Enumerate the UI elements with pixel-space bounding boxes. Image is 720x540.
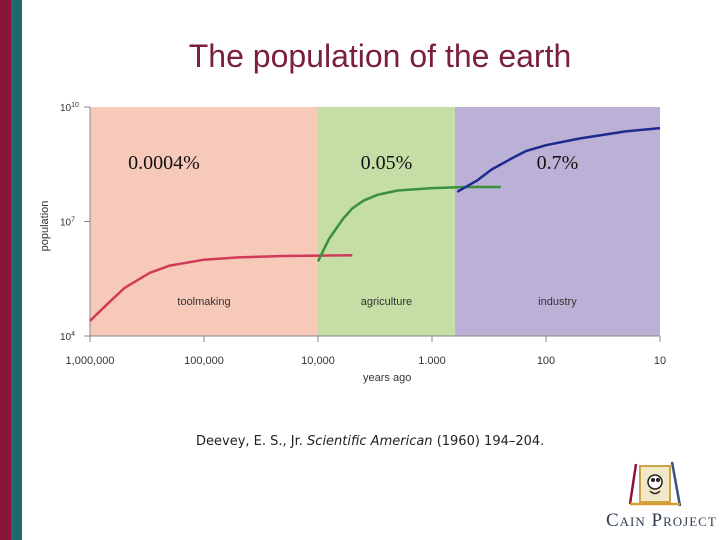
y-axis-label: population [39, 201, 51, 252]
series-line-1 [89, 254, 353, 322]
growth-rate-agriculture: 0.05% [361, 152, 413, 174]
tripod-figure-icon [628, 461, 682, 507]
growth-rate-industry: 0.7% [537, 152, 579, 174]
chart-regions [90, 107, 660, 336]
y-tick-label: 107 [60, 217, 75, 229]
region-label-agriculture: agriculture [361, 296, 412, 308]
region-label-industry: industry [538, 296, 577, 308]
left-stripe-red [0, 0, 11, 540]
x-tick-label: 1.000 [418, 355, 446, 367]
slide-title: The population of the earth [188, 38, 572, 74]
y-tick-label: 104 [60, 331, 75, 343]
citation-details: (1960) 194–204. [436, 434, 545, 449]
x-tick-label: 10,000 [301, 355, 335, 367]
growth-rate-toolmaking: 0.0004% [128, 152, 200, 174]
series-line-2 [316, 185, 501, 262]
region-toolmaking [90, 107, 318, 336]
series-line-3 [456, 126, 661, 193]
chart-labels: toolmaking 0.0004% agriculture 0.05% industr… [128, 152, 578, 308]
chart-series [89, 126, 661, 322]
citation-journal: Scientific American [307, 434, 433, 449]
x-tick-label: 100 [537, 355, 555, 367]
region-label-toolmaking: toolmaking [177, 296, 230, 308]
x-axis-label: years ago [363, 372, 411, 384]
logo-text: Cain Project [606, 510, 717, 531]
left-stripe-teal [11, 0, 22, 540]
citation-authors: Deevey, E. S., Jr. [196, 434, 303, 449]
x-tick-label: 10 [654, 355, 666, 367]
x-tick-label: 1,000,000 [66, 355, 115, 367]
x-tick-label: 100,000 [184, 355, 224, 367]
region-industry [454, 107, 660, 336]
citation: Deevey, E. S., Jr. Scientific American (… [196, 434, 544, 449]
y-tick-label: 1010 [60, 102, 79, 114]
chart-axes: 1,000,000 100,000 10,000 1.000 100 10 104 107 10… [60, 102, 666, 367]
